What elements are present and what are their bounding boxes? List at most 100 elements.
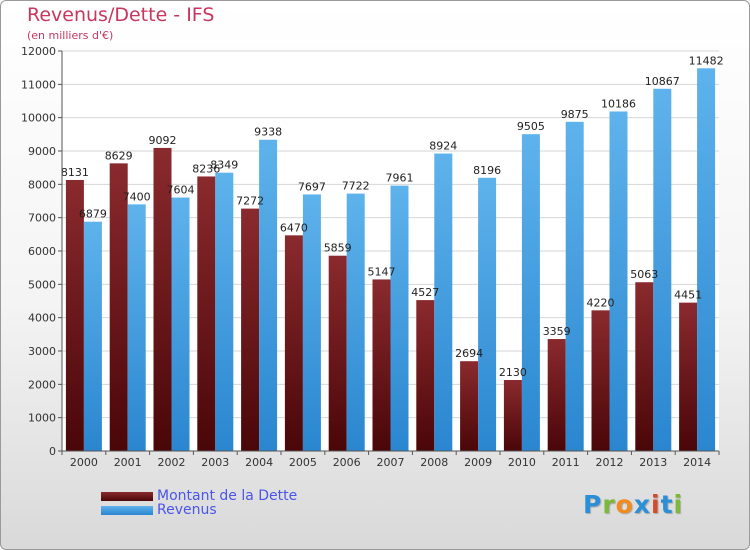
y-tick-label: 5000 (28, 278, 56, 291)
y-tick-label: 10000 (21, 112, 56, 125)
x-tick-label: 2007 (377, 456, 405, 469)
data-label-debt: 8236 (192, 162, 220, 175)
logo-letter: i (673, 490, 684, 519)
data-label-revenue: 9505 (517, 120, 545, 133)
data-label-debt: 6470 (280, 221, 308, 234)
y-tick-label: 12000 (21, 45, 56, 58)
legend-label-debt: Montant de la Dette (157, 488, 298, 504)
logo-letter: P (583, 490, 603, 519)
data-label-revenue: 10867 (645, 75, 680, 88)
bar-revenue-2012 (609, 111, 628, 451)
y-tick-label: 3000 (28, 345, 56, 358)
data-label-revenue: 7604 (167, 184, 195, 197)
bar-revenue-2007 (390, 185, 409, 451)
y-tick-label: 7000 (28, 212, 56, 225)
data-label-debt: 5859 (324, 242, 352, 255)
bar-debt-2012 (591, 310, 610, 451)
data-label-revenue: 9338 (254, 126, 282, 139)
data-label-debt: 5063 (630, 268, 658, 281)
bar-debt-2004 (241, 208, 260, 451)
bar-revenue-2010 (521, 134, 540, 451)
data-label-debt: 2130 (499, 366, 527, 379)
data-label-debt: 3359 (543, 325, 571, 338)
bar-revenue-2008 (434, 153, 453, 452)
data-label-debt: 8131 (61, 166, 89, 179)
data-label-revenue: 11482 (689, 54, 724, 67)
chart-title: Revenus/Dette - IFS (27, 4, 215, 26)
bar-debt-2003 (197, 176, 216, 451)
y-tick-label: 4000 (28, 312, 56, 325)
data-label-revenue: 7400 (123, 190, 151, 203)
y-tick-label: 6000 (28, 245, 56, 258)
x-tick-label: 2014 (683, 456, 711, 469)
chart-subtitle: (en milliers d'€) (27, 29, 114, 42)
logo-letter: t (660, 490, 674, 519)
logo-letter: i (651, 490, 661, 519)
x-tick-label: 2005 (289, 456, 317, 469)
x-tick-label: 2004 (245, 456, 273, 469)
data-label-debt: 4220 (587, 296, 615, 309)
data-label-revenue: 7722 (342, 180, 370, 193)
bar-debt-2006 (328, 255, 347, 451)
y-tick-label: 2000 (28, 378, 56, 391)
bar-revenue-2000 (83, 221, 102, 451)
logo-letter: o (615, 490, 634, 519)
y-tick-label: 8000 (28, 178, 56, 191)
bar-debt-2008 (416, 300, 435, 451)
data-label-revenue: 7697 (298, 180, 326, 193)
x-tick-label: 2010 (508, 456, 536, 469)
y-tick-label: 0 (49, 445, 56, 458)
bar-debt-2000 (65, 179, 84, 451)
data-label-revenue: 9875 (561, 108, 589, 121)
legend-item-revenue: Revenus (101, 502, 217, 518)
bar-revenue-2001 (127, 204, 146, 451)
data-label-debt: 2694 (455, 347, 483, 360)
y-tick-label: 9000 (28, 145, 56, 158)
data-label-revenue: 7961 (386, 172, 414, 185)
data-label-debt: 8629 (105, 149, 133, 162)
data-label-debt: 4527 (411, 286, 439, 299)
data-label-revenue: 8196 (473, 164, 501, 177)
y-tick-label: 11000 (21, 78, 56, 91)
bar-revenue-2004 (259, 139, 278, 451)
x-tick-label: 2000 (70, 456, 98, 469)
data-label-debt: 7272 (236, 195, 264, 208)
x-tick-label: 2001 (114, 456, 142, 469)
legend-swatch-revenue (101, 505, 153, 515)
data-label-revenue: 8924 (429, 140, 457, 153)
x-tick-label: 2003 (201, 456, 229, 469)
bar-debt-2011 (547, 339, 566, 451)
logo-letter: r (602, 490, 616, 519)
x-tick-label: 2002 (158, 456, 186, 469)
x-tick-label: 2009 (464, 456, 492, 469)
bar-debt-2010 (503, 380, 522, 451)
legend-label-revenue: Revenus (157, 502, 217, 518)
data-label-debt: 9092 (149, 134, 177, 147)
bar-debt-2014 (679, 302, 698, 451)
bar-revenue-2005 (302, 194, 321, 451)
bar-revenue-2003 (215, 172, 234, 451)
x-tick-label: 2013 (639, 456, 667, 469)
bar-debt-2005 (284, 235, 303, 451)
bar-revenue-2013 (653, 88, 672, 452)
bar-debt-2009 (460, 361, 479, 451)
legend-item-debt: Montant de la Dette (101, 488, 297, 504)
bar-revenue-2011 (565, 121, 584, 451)
data-label-revenue: 8349 (210, 159, 238, 172)
bar-revenue-2014 (697, 68, 716, 452)
x-tick-label: 2011 (552, 456, 580, 469)
bar-debt-2001 (109, 163, 128, 451)
bar-debt-2007 (372, 279, 391, 451)
data-label-revenue: 10186 (601, 97, 636, 110)
data-label-debt: 4451 (674, 289, 702, 302)
x-tick-label: 2008 (420, 456, 448, 469)
data-label-revenue: 6879 (79, 208, 107, 221)
legend-swatch-debt (101, 491, 153, 501)
bar-revenue-2009 (478, 177, 497, 452)
bar-revenue-2002 (171, 197, 190, 451)
proxiti-logo: Proxiti (583, 490, 683, 519)
x-tick-label: 2006 (333, 456, 361, 469)
y-tick-label: 1000 (28, 412, 56, 425)
bar-debt-2002 (153, 147, 172, 451)
